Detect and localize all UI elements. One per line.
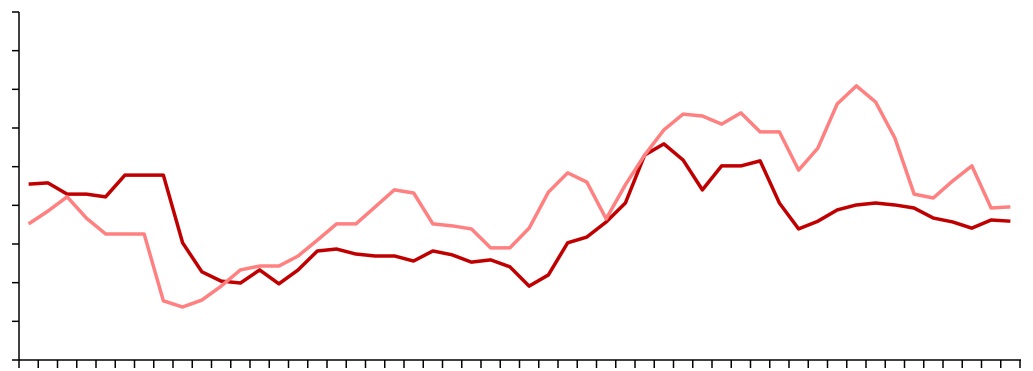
series-line xyxy=(27,84,1011,309)
series-line xyxy=(28,142,1011,288)
